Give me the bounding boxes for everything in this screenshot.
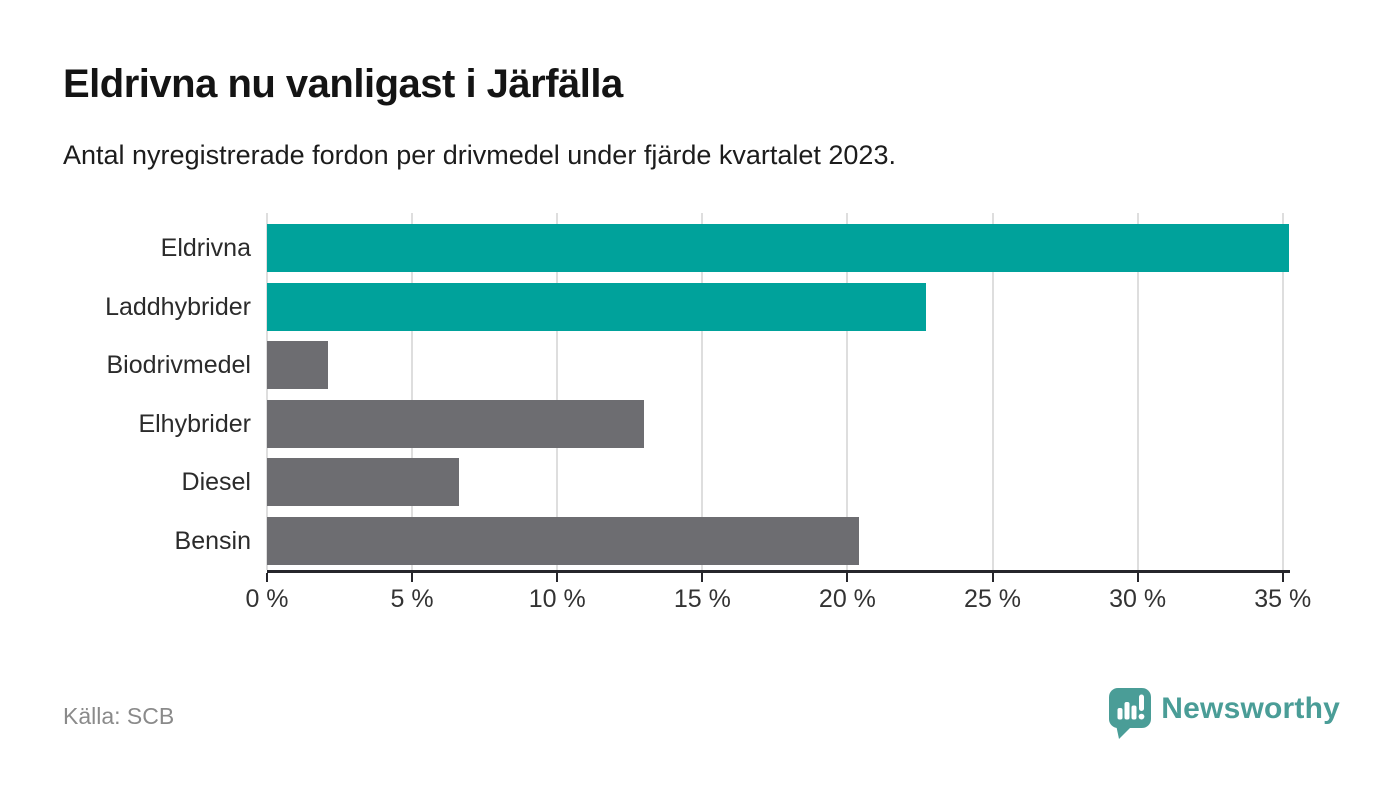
x-tick-label: 10 % [528, 585, 586, 613]
category-label: Diesel [181, 468, 251, 497]
bar-elhybrider [267, 399, 645, 448]
category-label: Biodrivmedel [106, 351, 251, 380]
x-tick-label: 0 % [245, 585, 289, 613]
category-axis: Eldrivna Laddhybrider Biodrivmedel Elhybrid… [0, 213, 251, 573]
x-tick-label: 20 % [818, 585, 876, 613]
x-tick-label: 25 % [964, 585, 1022, 613]
gridline [411, 213, 414, 570]
newsworthy-logo-icon [1109, 688, 1152, 739]
category-label: Bensin [174, 527, 251, 555]
newsworthy-logo: Newsworthy [1109, 688, 1340, 740]
gridline [556, 213, 559, 570]
x-tick-label: 35 % [1254, 585, 1312, 613]
gridline [1281, 213, 1284, 570]
x-tick [701, 573, 704, 582]
x-tick [1136, 573, 1139, 582]
category-label: Eldrivna [160, 234, 251, 262]
source-note: Källa: SCB [63, 703, 175, 729]
x-tick [411, 573, 414, 582]
newsworthy-wordmark: Newsworthy [1161, 692, 1340, 725]
plot-area: 0 % 5 % 10 % 15 % 20 % 25 % 30 % 35 % [245, 213, 1311, 613]
x-tick [556, 573, 559, 582]
bar-diesel [267, 458, 459, 507]
gridline [991, 213, 994, 570]
bar-bensin [267, 517, 860, 565]
bar-eldrivna [267, 224, 1289, 272]
x-tick [1281, 573, 1284, 582]
x-tick-label: 5 % [390, 585, 434, 613]
x-axis-line [267, 570, 1290, 573]
gridline [846, 213, 849, 570]
x-tick-label: 30 % [1109, 585, 1167, 613]
category-label: Elhybrider [138, 409, 251, 438]
x-tick [266, 573, 268, 582]
gridline [701, 213, 704, 570]
bar-biodrivmedel [267, 341, 328, 390]
bar-chart: Eldrivna Laddhybrider Biodrivmedel Elhybrid… [0, 213, 1400, 623]
bar-laddhybrider [267, 282, 926, 331]
category-label: Laddhybrider [105, 292, 251, 321]
x-tick [991, 573, 994, 582]
x-tick [846, 573, 849, 582]
gridline [1136, 213, 1139, 570]
x-tick-label: 15 % [673, 585, 731, 613]
chart-subtitle: Antal nyregistrerade fordon per drivmede… [63, 140, 896, 170]
gridline [266, 213, 268, 570]
chart-title: Eldrivna nu vanligast i Järfälla [63, 62, 623, 106]
